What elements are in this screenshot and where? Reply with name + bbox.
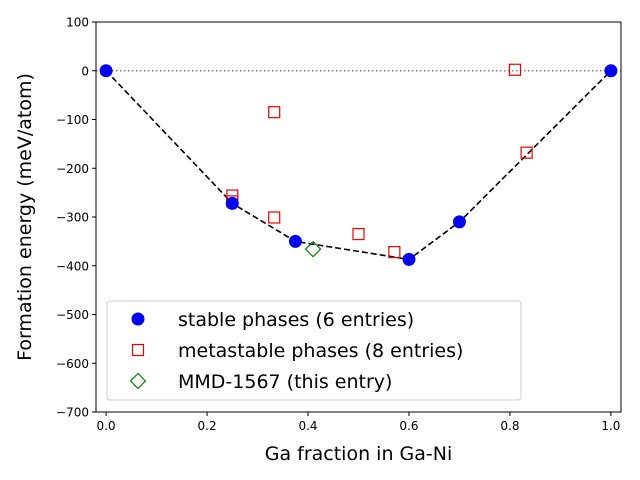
y-tick-label: −600 (56, 357, 89, 371)
legend-marker-square (131, 343, 145, 357)
convex-hull-line (105, 70, 612, 261)
diamond-point-2-0 (304, 240, 322, 258)
y-tick-label: 100 (66, 16, 89, 30)
y-tick-label: −700 (56, 406, 89, 420)
x-tick-label: 0.4 (298, 419, 317, 433)
square-point-1-2 (268, 106, 281, 119)
circle-point-0-2 (288, 234, 302, 248)
legend-label: metastable phases (8 entries) (178, 340, 463, 362)
x-tick-label: 0.0 (97, 419, 116, 433)
square-point-1-5 (388, 246, 401, 259)
circle-point-0-1 (225, 196, 239, 210)
x-tick-label: 1.0 (601, 419, 620, 433)
square-point-1-6 (508, 63, 522, 76)
square-point-1-7 (520, 146, 533, 159)
plot-area (96, 63, 621, 266)
y-tick-label: −500 (56, 308, 89, 322)
y-tick-label: −300 (56, 211, 89, 225)
y-tick-label: 0 (81, 64, 89, 78)
square-point-1-3 (268, 211, 281, 224)
y-axis-title: Formation energy (meV/atom) (14, 73, 36, 361)
legend-label: stable phases (6 entries) (178, 309, 414, 331)
y-tick-label: −200 (56, 162, 89, 176)
x-tick-label: 0.8 (500, 419, 519, 433)
circle-point-0-4 (452, 215, 466, 229)
y-tick-label: −400 (56, 259, 89, 273)
x-tick-label: 0.6 (399, 419, 418, 433)
circle-point-0-0 (99, 64, 113, 78)
legend: stable phases (6 entries) metastable phas… (106, 300, 522, 401)
circle-point-0-3 (402, 252, 416, 266)
legend-marker-diamond (129, 372, 147, 390)
x-axis-title: Ga fraction in Ga-Ni (265, 443, 453, 465)
legend-frame (106, 300, 522, 401)
square-point-1-4 (352, 227, 365, 241)
y-tick-label: −100 (56, 113, 89, 127)
legend-label: MMD-1567 (this entry) (178, 371, 392, 393)
circle-point-0-5 (604, 64, 618, 78)
legend-marker-circle (131, 312, 145, 326)
x-tick-label: 0.2 (198, 419, 217, 433)
axis-ticks: 0.0 0.2 0.4 0.6 0.8 1.0 100 0 −100 −200 −300 −400 −5… (56, 16, 620, 434)
